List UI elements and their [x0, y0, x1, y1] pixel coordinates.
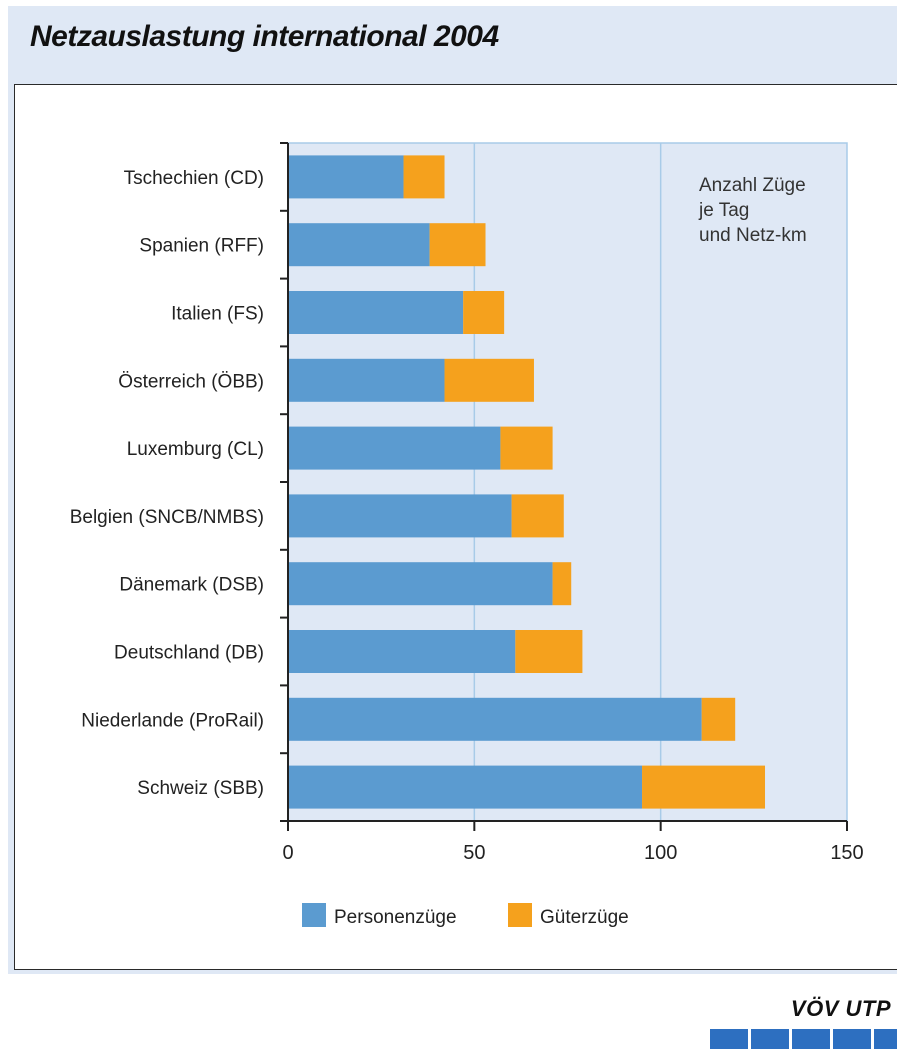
chart-panel: Tschechien (CD) Spanien (RFF) Italien (FS)… [14, 84, 897, 970]
category-label: Schweiz (SBB) [137, 778, 264, 799]
category-label: Dänemark (DSB) [119, 575, 264, 596]
category-label: Deutschland (DB) [114, 643, 264, 664]
logo-block [751, 1029, 789, 1049]
bar-gueterzuege [500, 426, 553, 470]
x-tick-label: 50 [463, 842, 485, 864]
category-label: Tschechien (CD) [124, 168, 264, 189]
bar-personenzuege [288, 358, 445, 402]
bar-personenzuege [288, 494, 512, 538]
bar-gueterzuege [463, 291, 505, 334]
annotation-line: je Tag [698, 200, 749, 221]
chart-title: Netzauslastung international 2004 [30, 20, 499, 53]
legend-swatch [508, 903, 532, 927]
annotation-line: Anzahl Züge [699, 175, 806, 196]
vov-utp-logo: VÖV UTP [710, 996, 897, 1049]
bar-personenzuege [288, 426, 501, 470]
bar-gueterzuege [511, 494, 564, 538]
bar-personenzuege [288, 630, 516, 673]
logo-text: VÖV UTP [790, 996, 891, 1021]
legend-label: Personenzüge [334, 907, 457, 928]
category-label: Österreich (ÖBB) [118, 371, 264, 392]
bar-personenzuege [288, 223, 430, 267]
category-label: Italien (FS) [171, 304, 264, 325]
bar-chart: Tschechien (CD) Spanien (RFF) Italien (FS)… [70, 142, 864, 928]
x-tick-label: 100 [644, 842, 677, 864]
bar-gueterzuege [642, 765, 766, 809]
bar-personenzuege [288, 562, 553, 606]
bar-personenzuege [288, 291, 464, 334]
category-label: Luxemburg (CL) [127, 439, 264, 460]
bar-gueterzuege [701, 697, 736, 741]
annotation-line: und Netz-km [699, 225, 807, 246]
bar-gueterzuege [515, 630, 583, 673]
category-label: Belgien (SNCB/NMBS) [70, 507, 264, 528]
logo-block [792, 1029, 830, 1049]
bar-gueterzuege [429, 223, 486, 267]
logo-block [874, 1029, 897, 1049]
bar-personenzuege [288, 697, 702, 741]
logo-block [833, 1029, 871, 1049]
category-label: Niederlande (ProRail) [81, 710, 264, 731]
legend-label: Güterzüge [540, 907, 629, 928]
bar-gueterzuege [444, 358, 534, 402]
x-tick-label: 150 [830, 842, 863, 864]
bar-gueterzuege [552, 562, 572, 606]
logo-block [710, 1029, 748, 1049]
category-label: Spanien (RFF) [139, 236, 264, 257]
x-tick-label: 0 [282, 842, 293, 864]
bar-personenzuege [288, 155, 404, 199]
legend-swatch [302, 903, 326, 927]
bar-personenzuege [288, 765, 643, 809]
bar-gueterzuege [403, 155, 445, 199]
